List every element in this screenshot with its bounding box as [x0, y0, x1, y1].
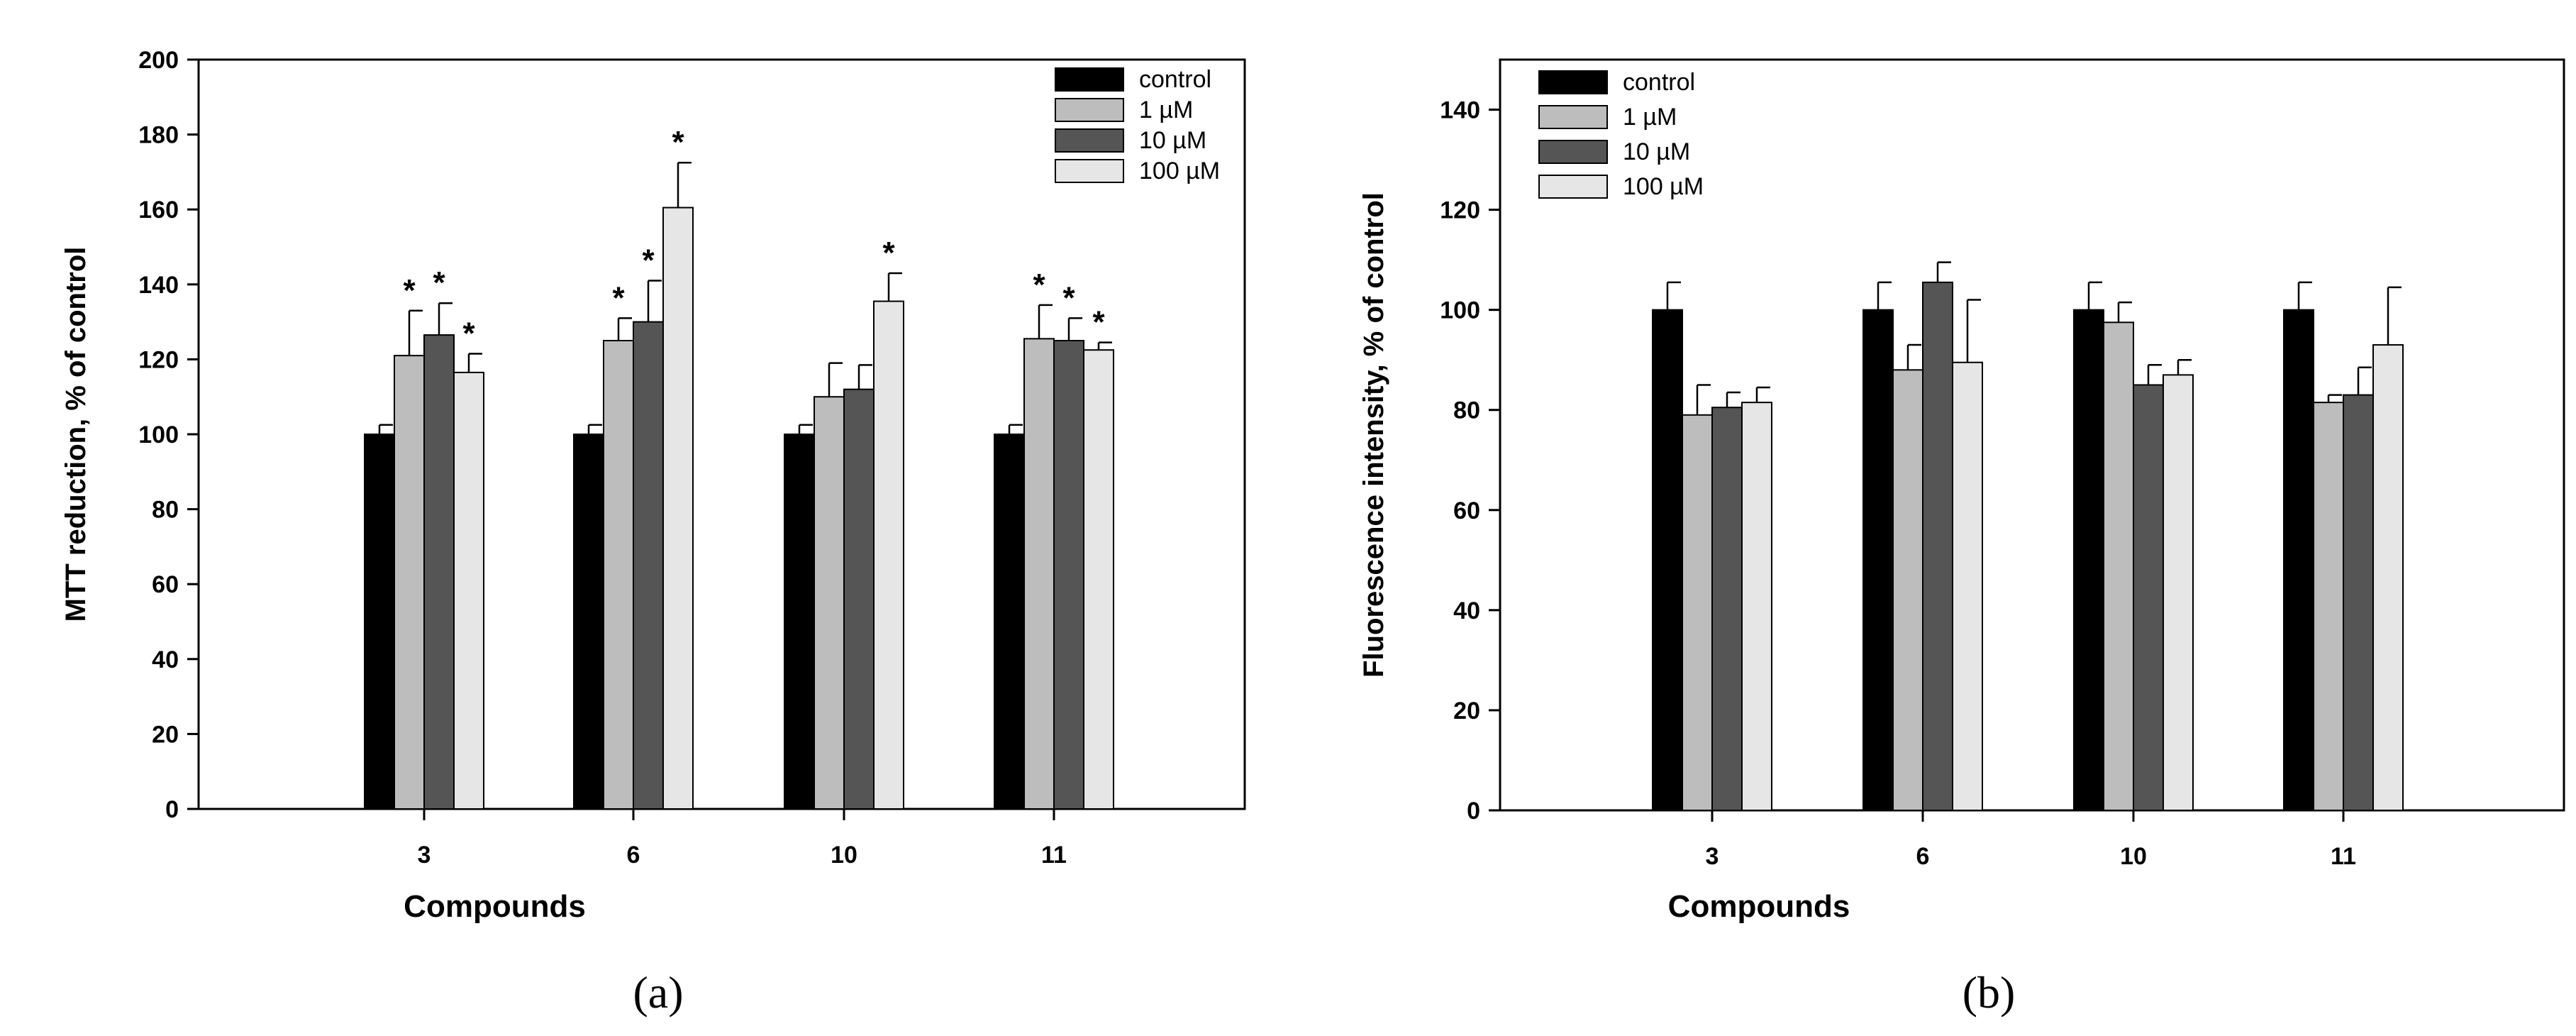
y-axis-title: Fluorescence intensity, % of control [1358, 192, 1389, 678]
x-tick-label: 3 [1706, 843, 1719, 870]
bar [1862, 309, 1894, 811]
legend-label: 100 µM [1623, 173, 1704, 200]
legend-swatch [1055, 128, 1124, 153]
legend-label: 1 µM [1623, 104, 1677, 131]
bar [394, 355, 425, 810]
bar [1892, 369, 1923, 811]
y-tick-label: 20 [152, 721, 179, 748]
significance-marker: * [462, 316, 475, 351]
x-tick-label: 6 [627, 842, 640, 869]
bar [603, 340, 634, 810]
significance-marker: * [1062, 280, 1075, 315]
bar [814, 396, 845, 810]
significance-marker: * [612, 280, 625, 315]
y-tick-label: 120 [138, 346, 179, 373]
bar [662, 206, 694, 810]
y-tick-label: 80 [152, 497, 179, 524]
bar [2133, 384, 2164, 811]
legend-label: 10 µM [1623, 138, 1690, 165]
y-tick-label: 0 [165, 796, 179, 823]
bar [994, 434, 1025, 810]
legend-swatch [1055, 98, 1124, 122]
significance-marker: * [1033, 268, 1045, 302]
bar [2283, 309, 2314, 811]
y-axis-title: MTT reduction, % of control [60, 247, 91, 622]
panel-a-chart: 0 20 40 60 80 100 120 140 160 180 200 3 6 10 11 * * * * * * *… [60, 47, 1246, 1018]
y-tick-label: 180 [138, 122, 179, 149]
y-tick-label: 20 [1453, 698, 1480, 724]
legend-label: control [1623, 69, 1695, 96]
y-tick-label: 140 [1440, 97, 1480, 124]
legend-swatch [1055, 67, 1124, 92]
y-tick-label: 160 [138, 197, 179, 224]
panel-label: (a) [633, 967, 683, 1018]
bar [2343, 394, 2374, 811]
bar [873, 300, 904, 810]
x-axis-title: Compounds [404, 889, 586, 924]
legend-swatch [1538, 70, 1608, 94]
plot-frame [1499, 58, 2565, 812]
y-tick-label: 60 [152, 571, 179, 598]
bar [1711, 407, 1743, 811]
bar [453, 371, 484, 810]
bar [1741, 402, 1772, 811]
significance-marker: * [1092, 305, 1105, 340]
bar [2103, 321, 2134, 811]
x-tick-label: 11 [1041, 842, 1067, 869]
significance-marker: * [642, 243, 655, 278]
bar [364, 434, 395, 810]
y-tick-label: 200 [138, 47, 179, 74]
significance-marker: * [433, 265, 445, 300]
y-tick-label: 60 [1453, 497, 1480, 524]
significance-marker: * [403, 273, 416, 308]
bar [573, 434, 604, 810]
legend-label: control [1139, 66, 1211, 93]
x-tick-label: 11 [2331, 843, 2356, 870]
bar [784, 434, 815, 810]
y-tick-label: 100 [1440, 297, 1480, 324]
x-tick-label: 10 [831, 842, 857, 869]
legend-swatch [1538, 140, 1608, 164]
y-tick-label: 40 [152, 646, 179, 673]
x-tick-label: 6 [1916, 843, 1930, 870]
x-tick-label: 3 [418, 842, 431, 869]
significance-marker: * [882, 236, 895, 270]
legend-label: 10 µM [1139, 127, 1206, 154]
legend-swatch [1538, 175, 1608, 199]
legend-label: 1 µM [1139, 97, 1193, 123]
bar [1053, 340, 1084, 810]
bar [1922, 281, 1953, 811]
bar [1023, 338, 1055, 810]
x-tick-label: 10 [2120, 843, 2147, 870]
y-tick-label: 120 [1440, 197, 1480, 224]
y-tick-label: 0 [1467, 798, 1480, 825]
bar [2313, 402, 2344, 811]
legend-label: 100 µM [1139, 158, 1220, 184]
significance-marker: * [672, 125, 684, 160]
y-tick-label: 140 [138, 272, 179, 299]
y-tick-label: 100 [138, 421, 179, 448]
bar [423, 334, 455, 810]
y-tick-label: 80 [1453, 397, 1480, 424]
bar [1083, 349, 1114, 810]
bar [1682, 414, 1713, 811]
bar [843, 388, 875, 810]
legend-swatch [1538, 105, 1608, 129]
y-tick-label: 40 [1453, 597, 1480, 624]
x-axis-title: Compounds [1668, 889, 1850, 924]
bar [2073, 309, 2104, 811]
bar [2163, 374, 2194, 811]
panel-b-chart: 0 20 40 60 80 100 120 140 3 6 10 11 control 1 µM 10 µM… [1358, 58, 2565, 1018]
legend-swatch [1055, 159, 1124, 183]
bar [1952, 361, 1983, 811]
bar [2372, 344, 2404, 812]
bar [633, 321, 664, 810]
panel-label: (b) [1962, 967, 2016, 1018]
bar [1652, 309, 1683, 811]
